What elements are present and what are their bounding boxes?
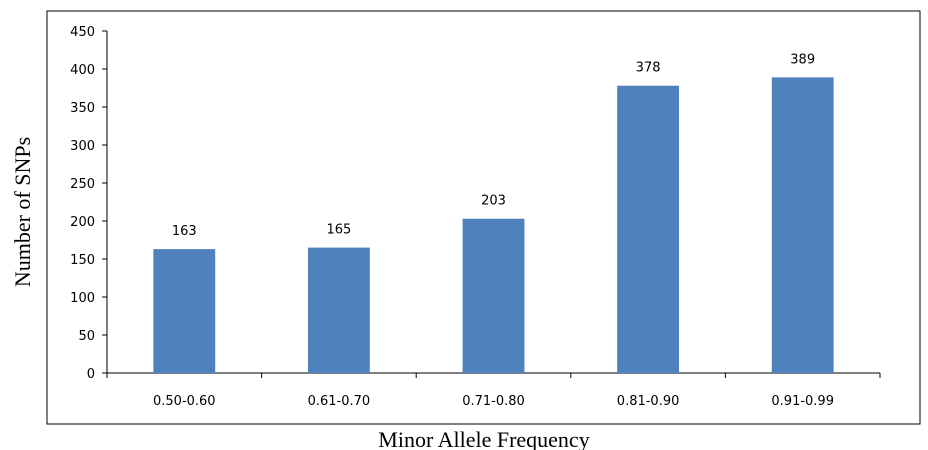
y-tick-label: 50: [78, 329, 95, 344]
bar: [307, 247, 370, 373]
y-tick-label: 0: [87, 367, 95, 382]
y-axis-title: Number of SNPs: [10, 137, 35, 287]
x-tick-label: 0.71-0.80: [462, 394, 525, 409]
y-axis-ticks: 0 50 100 150 200 250 300 350 400 450: [70, 25, 107, 382]
x-tick-label: 0.61-0.70: [308, 394, 371, 409]
bar-value-label: 163: [172, 224, 197, 239]
bar: [462, 218, 525, 373]
bar: [153, 249, 216, 373]
x-axis-title: Minor Allele Frequency: [378, 427, 589, 450]
y-tick-label: 400: [70, 63, 95, 78]
y-tick-label: 450: [70, 25, 95, 40]
bar-value-label: 203: [481, 194, 506, 209]
y-tick-label: 300: [70, 139, 95, 154]
bar-value-label: 378: [636, 61, 661, 76]
data-labels-group: 163 165 203 378 389: [172, 52, 815, 239]
x-tick-label: 0.81-0.90: [617, 394, 680, 409]
y-tick-label: 150: [70, 253, 95, 268]
y-tick-label: 200: [70, 215, 95, 230]
y-tick-label: 100: [70, 291, 95, 306]
bar: [771, 77, 834, 374]
x-tick-label: 0.50-0.60: [153, 394, 216, 409]
x-tick-label: 0.91-0.99: [771, 394, 834, 409]
plot-frame: [46, 10, 921, 425]
x-axis-ticks: 0.50-0.60 0.61-0.70 0.71-0.80 0.81-0.90 0.91…: [106, 373, 881, 409]
y-tick-label: 250: [70, 177, 95, 192]
y-tick-label: 350: [70, 101, 95, 116]
bars-group: [153, 77, 834, 374]
bar: [617, 85, 680, 373]
bar-value-label: 165: [326, 223, 351, 238]
bar-value-label: 389: [790, 52, 815, 67]
